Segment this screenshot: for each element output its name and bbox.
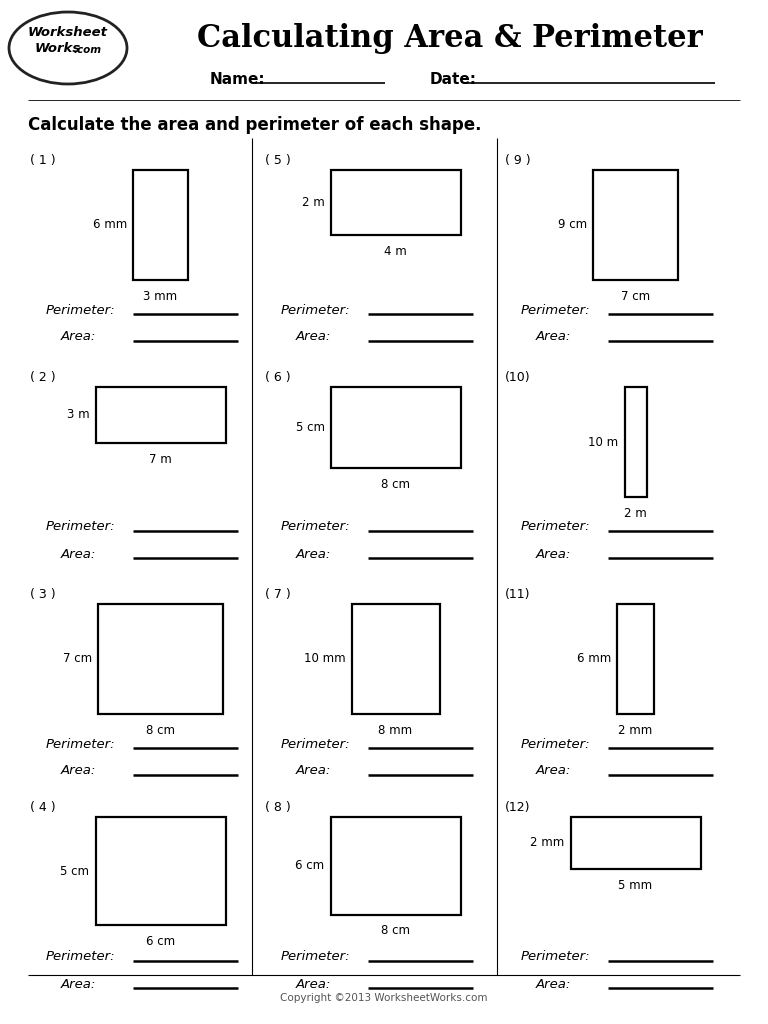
Text: Area:: Area:: [536, 548, 571, 560]
Bar: [352, 604, 439, 714]
Text: Worksheet: Worksheet: [28, 27, 108, 40]
Text: 5 cm: 5 cm: [61, 864, 90, 878]
Text: Area:: Area:: [536, 331, 571, 343]
Text: Perimeter:: Perimeter:: [46, 737, 116, 751]
Ellipse shape: [9, 12, 127, 84]
Text: Area:: Area:: [61, 765, 96, 777]
Text: Perimeter:: Perimeter:: [521, 950, 591, 964]
Text: 7 cm: 7 cm: [62, 652, 91, 666]
Text: ( 3 ): ( 3 ): [30, 588, 55, 601]
Bar: [617, 604, 654, 714]
Bar: [571, 817, 700, 869]
Text: Perimeter:: Perimeter:: [281, 303, 351, 316]
Text: 5 cm: 5 cm: [296, 421, 325, 434]
Text: Area:: Area:: [61, 978, 96, 990]
Text: Perimeter:: Perimeter:: [521, 303, 591, 316]
Text: 6 mm: 6 mm: [577, 652, 611, 666]
Text: (11): (11): [505, 588, 531, 601]
Text: 2 m: 2 m: [624, 507, 647, 520]
Text: Calculate the area and perimeter of each shape.: Calculate the area and perimeter of each…: [28, 116, 482, 134]
Text: 7 m: 7 m: [149, 453, 172, 466]
Text: .com: .com: [74, 45, 102, 55]
Text: Date:: Date:: [430, 73, 477, 87]
Text: Perimeter:: Perimeter:: [281, 950, 351, 964]
Text: 4 m: 4 m: [384, 245, 407, 258]
Text: Calculating Area & Perimeter: Calculating Area & Perimeter: [197, 23, 703, 53]
Text: 7 cm: 7 cm: [621, 290, 650, 303]
Text: 3 mm: 3 mm: [144, 290, 177, 303]
Bar: [330, 387, 461, 468]
Text: Area:: Area:: [296, 548, 331, 560]
Text: 8 cm: 8 cm: [381, 925, 410, 938]
Bar: [330, 817, 461, 914]
Text: 10 mm: 10 mm: [304, 652, 346, 666]
Bar: [624, 387, 647, 497]
Text: ( 1 ): ( 1 ): [30, 154, 55, 167]
Text: Perimeter:: Perimeter:: [46, 303, 116, 316]
Text: ( 6 ): ( 6 ): [265, 371, 290, 384]
Bar: [95, 817, 226, 926]
Bar: [330, 170, 461, 234]
Text: Works: Works: [35, 42, 81, 54]
Text: ( 2 ): ( 2 ): [30, 371, 55, 384]
Text: (12): (12): [505, 801, 531, 814]
Text: ( 9 ): ( 9 ): [505, 154, 531, 167]
Text: 2 mm: 2 mm: [530, 837, 564, 850]
Text: Area:: Area:: [296, 765, 331, 777]
Text: Area:: Area:: [536, 978, 571, 990]
Text: Perimeter:: Perimeter:: [46, 950, 116, 964]
Text: ( 4 ): ( 4 ): [30, 801, 55, 814]
Text: 6 cm: 6 cm: [296, 859, 325, 872]
Text: 8 cm: 8 cm: [146, 724, 175, 737]
Text: ( 7 ): ( 7 ): [265, 588, 291, 601]
Text: 5 mm: 5 mm: [618, 879, 653, 892]
Text: 10 m: 10 m: [588, 435, 618, 449]
Text: Area:: Area:: [296, 331, 331, 343]
Text: 8 cm: 8 cm: [381, 478, 410, 492]
Text: 6 mm: 6 mm: [93, 218, 127, 231]
Text: ( 5 ): ( 5 ): [265, 154, 291, 167]
Text: (10): (10): [505, 371, 531, 384]
Text: Area:: Area:: [61, 331, 96, 343]
Text: Perimeter:: Perimeter:: [46, 520, 116, 534]
Text: 6 cm: 6 cm: [146, 935, 175, 948]
Text: Copyright ©2013 WorksheetWorks.com: Copyright ©2013 WorksheetWorks.com: [280, 993, 488, 1002]
Bar: [133, 170, 188, 280]
Bar: [95, 387, 226, 442]
Text: Perimeter:: Perimeter:: [521, 737, 591, 751]
Text: Perimeter:: Perimeter:: [521, 520, 591, 534]
Text: Perimeter:: Perimeter:: [281, 520, 351, 534]
Text: Name:: Name:: [210, 73, 266, 87]
Text: 8 mm: 8 mm: [379, 724, 412, 737]
Bar: [593, 170, 678, 280]
Text: 9 cm: 9 cm: [558, 218, 587, 231]
Text: 2 m: 2 m: [302, 196, 325, 209]
Text: 2 mm: 2 mm: [618, 724, 653, 737]
Text: Perimeter:: Perimeter:: [281, 737, 351, 751]
Text: Area:: Area:: [536, 765, 571, 777]
Text: Area:: Area:: [61, 548, 96, 560]
Text: ( 8 ): ( 8 ): [265, 801, 291, 814]
Text: 3 m: 3 m: [67, 409, 90, 421]
Text: Area:: Area:: [296, 978, 331, 990]
Bar: [98, 604, 223, 714]
